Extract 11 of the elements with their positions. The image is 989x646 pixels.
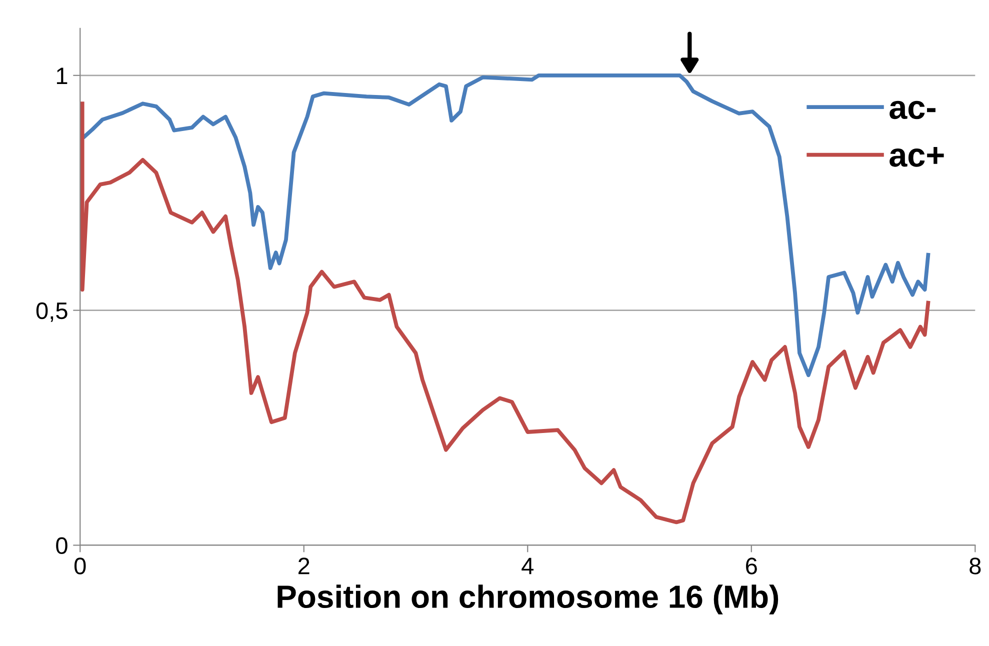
x-tick-label: 8	[970, 558, 981, 574]
x-tick-label: 2	[298, 558, 310, 574]
x-axis-title: Position on chromosome 16 (Mb)	[278, 584, 778, 614]
x-tick-label: 0	[74, 558, 86, 574]
legend-label: ac-	[890, 100, 936, 120]
x-tick-label: 4	[522, 558, 534, 574]
legend-label: ac+	[890, 146, 944, 167]
y-tick-label: 1	[56, 68, 68, 84]
y-tick-label: 0,5	[36, 302, 68, 322]
x-tick-label: 6	[746, 558, 757, 574]
y-tick-label: 0	[56, 537, 68, 554]
